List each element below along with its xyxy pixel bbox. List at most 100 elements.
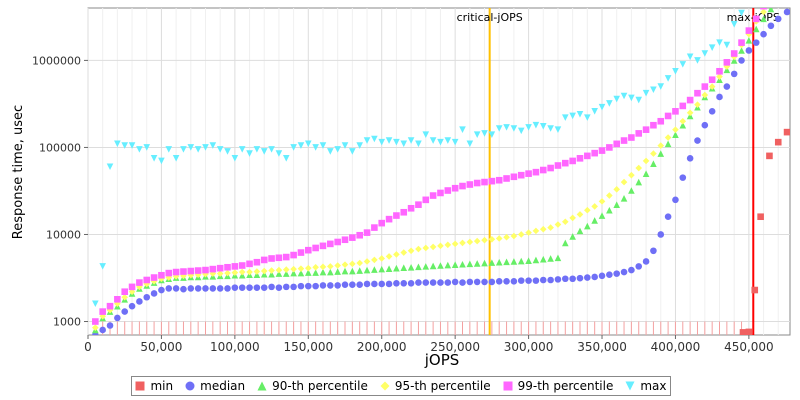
data-point: [745, 328, 753, 335]
data-point: [752, 25, 760, 33]
data-point: [481, 130, 488, 137]
data-point: [415, 279, 422, 286]
data-point: [708, 108, 716, 115]
marker-label: critical-jOPS: [457, 11, 523, 24]
data-point: [202, 144, 209, 151]
data-point: [349, 281, 356, 288]
data-point: [584, 152, 591, 160]
data-point: [407, 263, 415, 271]
data-point: [657, 83, 665, 90]
data-point: [297, 282, 305, 290]
data-point: [708, 83, 716, 90]
data-point: [783, 8, 790, 16]
data-point: [194, 285, 202, 292]
data-point: [180, 268, 187, 275]
data-point: [363, 280, 371, 288]
data-point: [216, 146, 224, 153]
data-point: [664, 75, 672, 82]
data-point: [716, 67, 723, 75]
data-point: [569, 275, 576, 283]
data-point: [606, 206, 613, 214]
data-point: [752, 39, 760, 46]
data-point: [349, 234, 356, 241]
data-point: [106, 302, 114, 310]
data-point: [275, 266, 283, 274]
data-point: [187, 267, 195, 275]
data-point: [290, 265, 297, 273]
data-point: [576, 211, 584, 218]
data-point: [290, 251, 297, 259]
data-point: [503, 277, 510, 285]
data-point: [444, 137, 452, 144]
data-point: [238, 284, 246, 291]
data-point: [378, 265, 386, 273]
data-point: [569, 112, 576, 120]
data-point: [466, 238, 474, 246]
data-point: [746, 0, 753, 3]
data-point: [547, 125, 554, 132]
data-point: [209, 285, 217, 292]
data-point: [517, 171, 525, 179]
data-point: [444, 241, 452, 249]
data-point: [158, 286, 165, 294]
data-point: [723, 41, 731, 49]
data-point: [591, 217, 598, 224]
data-point: [209, 270, 217, 277]
data-point: [628, 94, 635, 102]
data-point: [745, 37, 753, 44]
data-point: [341, 267, 349, 275]
data-point: [327, 282, 334, 289]
data-point: [422, 131, 430, 139]
data-point: [451, 240, 459, 248]
data-point: [539, 166, 547, 174]
data-point: [194, 146, 202, 153]
data-point: [539, 225, 547, 233]
data-point: [143, 144, 151, 151]
data-point: [327, 148, 334, 155]
data-point: [429, 192, 437, 199]
data-point: [495, 277, 503, 285]
data-point: [584, 222, 591, 230]
data-point: [701, 50, 709, 57]
data-point: [635, 96, 643, 104]
legend-marker: [185, 381, 195, 391]
data-point: [620, 268, 628, 276]
data-point: [400, 208, 408, 216]
data-point: [253, 258, 261, 266]
data-point: [165, 274, 173, 281]
data-point: [407, 204, 415, 212]
data-point: [385, 265, 393, 272]
data-point: [495, 235, 503, 242]
data-point: [304, 246, 312, 254]
data-point: [319, 142, 327, 149]
data-point: [246, 268, 253, 276]
data-point: [576, 111, 584, 118]
data-point: [246, 150, 253, 157]
data-point: [606, 271, 613, 279]
data-point: [187, 144, 195, 151]
data-point: [106, 322, 114, 329]
data-point: [194, 271, 202, 279]
data-point: [187, 285, 195, 292]
data-point: [767, 8, 775, 13]
axis-ticks: 0 50,000 100,000 150,000 200,000 250,000 300,0…: [32, 54, 774, 354]
data-point: [378, 219, 386, 227]
data-point: [532, 168, 540, 176]
data-point: [459, 126, 466, 133]
data-point: [760, 15, 767, 23]
data-point: [371, 280, 378, 288]
data-point: [304, 264, 312, 272]
data-point: [554, 162, 562, 169]
data-point: [128, 302, 136, 310]
data-point: [290, 283, 297, 291]
data-point: [664, 134, 672, 141]
data-point: [525, 257, 532, 264]
data-point: [180, 272, 187, 280]
data-point: [297, 142, 305, 149]
data-point: [679, 61, 687, 68]
data-point: [642, 89, 650, 97]
y-tick-label: 1000000: [32, 54, 81, 67]
legend-marker: [257, 381, 267, 391]
data-point: [495, 125, 503, 132]
data-point: [466, 260, 474, 268]
